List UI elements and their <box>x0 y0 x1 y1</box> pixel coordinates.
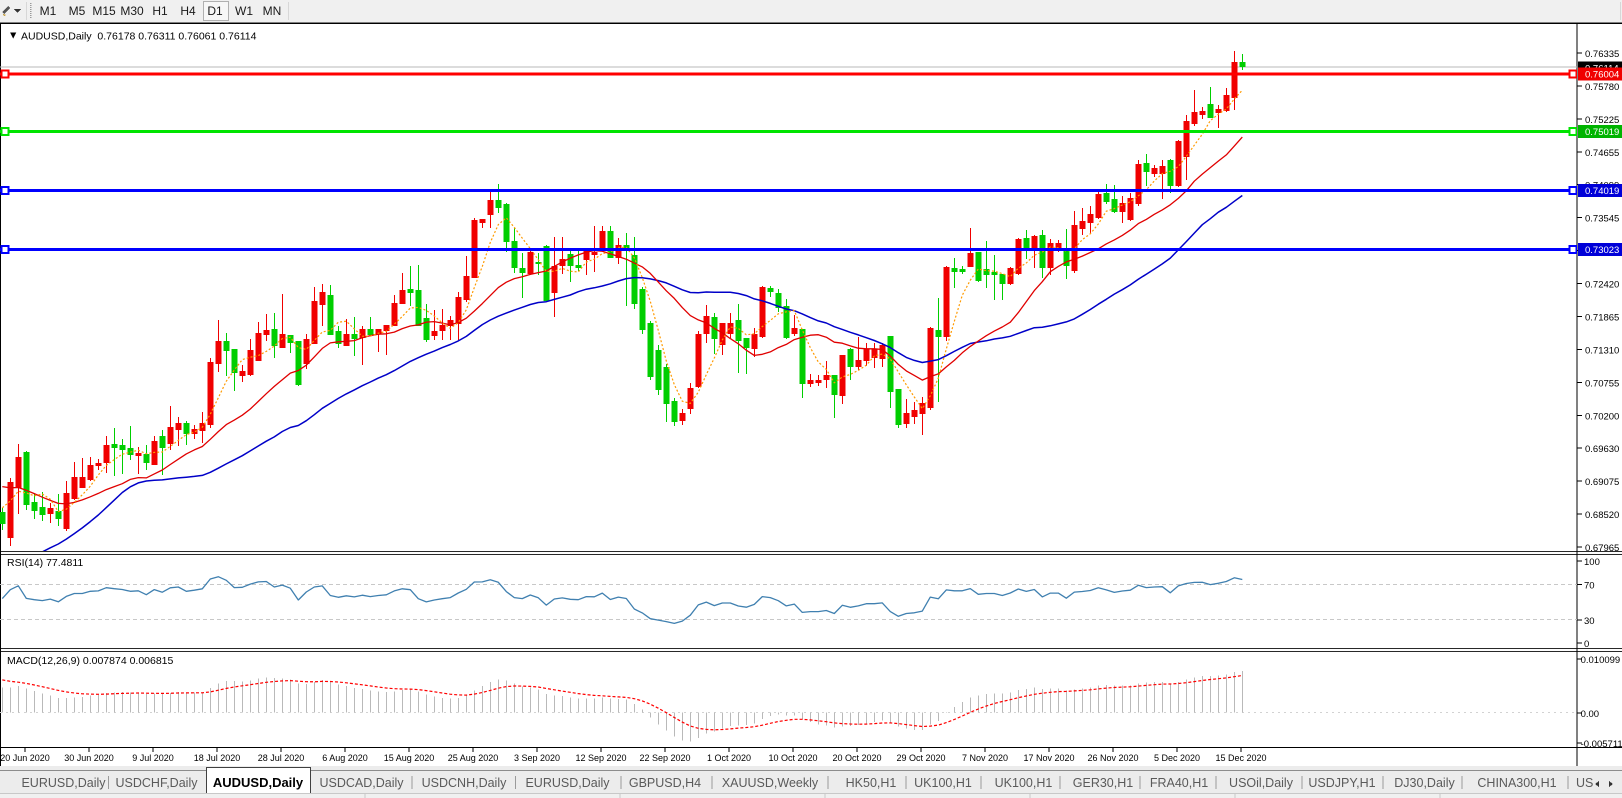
svg-text:70: 70 <box>1584 581 1595 592</box>
svg-text:▼: ▼ <box>8 30 18 42</box>
svg-text:GER30,H1: GER30,H1 <box>1073 776 1133 790</box>
svg-text:W1: W1 <box>235 4 253 18</box>
svg-text:USDCNH,Daily: USDCNH,Daily <box>422 776 507 790</box>
svg-text:0.010099: 0.010099 <box>1581 655 1621 666</box>
svg-text:EURUSD,Daily: EURUSD,Daily <box>525 776 610 790</box>
svg-text:USDJPY,H1: USDJPY,H1 <box>1308 776 1375 790</box>
svg-text:CHINA300,H1: CHINA300,H1 <box>1477 776 1556 790</box>
svg-text:0.71310: 0.71310 <box>1585 345 1619 356</box>
svg-text:0.72420: 0.72420 <box>1585 280 1619 291</box>
svg-text:HK50,H1: HK50,H1 <box>846 776 897 790</box>
svg-text:USOil,Daily: USOil,Daily <box>1229 776 1294 790</box>
svg-text:22 Sep 2020: 22 Sep 2020 <box>639 753 690 763</box>
svg-text:0.69630: 0.69630 <box>1585 444 1619 455</box>
svg-text:0.70755: 0.70755 <box>1585 378 1619 389</box>
svg-text:0: 0 <box>1584 639 1589 650</box>
svg-text:-0.005711: -0.005711 <box>1581 739 1622 750</box>
svg-text:10 Oct 2020: 10 Oct 2020 <box>768 753 817 763</box>
svg-text:7 Nov 2020: 7 Nov 2020 <box>962 753 1008 763</box>
svg-text:29 Oct 2020: 29 Oct 2020 <box>896 753 945 763</box>
svg-text:0.67965: 0.67965 <box>1585 543 1619 554</box>
svg-text:0.71865: 0.71865 <box>1585 313 1619 324</box>
svg-text:0.74655: 0.74655 <box>1585 148 1619 159</box>
svg-text:M15: M15 <box>92 4 116 18</box>
svg-text:26 Nov 2020: 26 Nov 2020 <box>1087 753 1138 763</box>
svg-text:15 Aug 2020: 15 Aug 2020 <box>384 753 435 763</box>
svg-text:0.69075: 0.69075 <box>1585 477 1619 488</box>
svg-text:15 Dec 2020: 15 Dec 2020 <box>1215 753 1266 763</box>
svg-text:6 Aug 2020: 6 Aug 2020 <box>322 753 368 763</box>
svg-text:FRA40,H1: FRA40,H1 <box>1150 776 1208 790</box>
svg-text:25 Aug 2020: 25 Aug 2020 <box>448 753 499 763</box>
svg-text:1 Oct 2020: 1 Oct 2020 <box>707 753 751 763</box>
svg-text:AUDUSD,Daily: AUDUSD,Daily <box>213 775 304 790</box>
svg-text:100: 100 <box>1584 557 1600 568</box>
svg-text:5 Dec 2020: 5 Dec 2020 <box>1154 753 1200 763</box>
svg-text:0.75225: 0.75225 <box>1585 115 1619 126</box>
svg-text:0.75780: 0.75780 <box>1585 82 1619 93</box>
svg-text:17 Nov 2020: 17 Nov 2020 <box>1023 753 1074 763</box>
svg-text:H1: H1 <box>152 4 168 18</box>
svg-text:0.68520: 0.68520 <box>1585 510 1619 521</box>
svg-text:28 Jul 2020: 28 Jul 2020 <box>258 753 305 763</box>
svg-text:RSI(14) 77.4811: RSI(14) 77.4811 <box>7 557 83 569</box>
svg-text:20 Jun 2020: 20 Jun 2020 <box>0 753 50 763</box>
svg-text:MN: MN <box>263 4 282 18</box>
svg-text:9 Jul 2020: 9 Jul 2020 <box>132 753 174 763</box>
svg-text:MACD(12,26,9) 0.007874 0.00681: MACD(12,26,9) 0.007874 0.006815 <box>7 655 174 667</box>
svg-text:0.76335: 0.76335 <box>1585 49 1619 60</box>
svg-text:30: 30 <box>1584 616 1595 627</box>
svg-text:M30: M30 <box>120 4 144 18</box>
svg-text:0.74019: 0.74019 <box>1585 186 1619 197</box>
svg-text:XAUUSD,Weekly: XAUUSD,Weekly <box>722 776 819 790</box>
svg-text:USDCHF,Daily: USDCHF,Daily <box>116 776 199 790</box>
svg-text:H4: H4 <box>180 4 196 18</box>
svg-text:18 Jul 2020: 18 Jul 2020 <box>194 753 241 763</box>
svg-text:M5: M5 <box>69 4 86 18</box>
svg-text:30 Jun 2020: 30 Jun 2020 <box>64 753 114 763</box>
svg-text:US: US <box>1576 776 1593 790</box>
svg-text:EURUSD,Daily: EURUSD,Daily <box>21 776 106 790</box>
svg-text:0.00: 0.00 <box>1581 709 1600 720</box>
svg-text:0.76004: 0.76004 <box>1585 70 1619 81</box>
svg-text:0.70200: 0.70200 <box>1585 411 1619 422</box>
svg-text:0.73545: 0.73545 <box>1585 214 1619 225</box>
svg-text:USDCAD,Daily: USDCAD,Daily <box>319 776 404 790</box>
svg-text:UK100,H1: UK100,H1 <box>995 776 1053 790</box>
svg-text:DJ30,Daily: DJ30,Daily <box>1394 776 1455 790</box>
svg-text:GBPUSD,H4: GBPUSD,H4 <box>629 776 701 790</box>
svg-text:M1: M1 <box>40 4 57 18</box>
svg-text:AUDUSD,Daily 0.76178 0.76311: AUDUSD,Daily 0.76178 0.76311 0.76061 0.7… <box>21 31 257 43</box>
svg-text:3 Sep 2020: 3 Sep 2020 <box>514 753 560 763</box>
svg-text:UK100,H1: UK100,H1 <box>914 776 972 790</box>
svg-text:D1: D1 <box>207 4 223 18</box>
svg-text:12 Sep 2020: 12 Sep 2020 <box>575 753 626 763</box>
svg-text:0.75019: 0.75019 <box>1585 127 1619 138</box>
svg-text:0.73023: 0.73023 <box>1585 245 1619 256</box>
svg-text:20 Oct 2020: 20 Oct 2020 <box>832 753 881 763</box>
